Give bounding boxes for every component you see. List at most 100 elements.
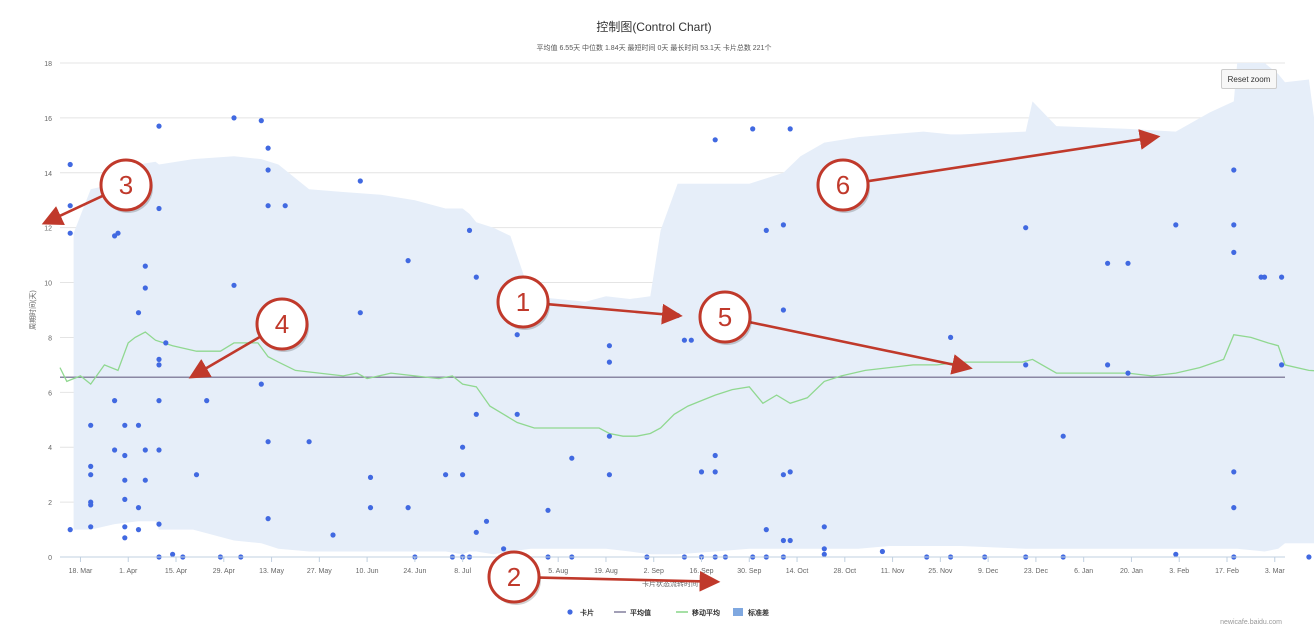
card-point — [122, 452, 128, 459]
card-point — [1060, 433, 1066, 439]
card-point — [122, 422, 128, 428]
x-tick-label: 17. Feb — [1215, 568, 1239, 575]
card-point — [1231, 167, 1237, 173]
card-point — [112, 398, 118, 404]
card-point — [606, 472, 613, 478]
callout-number: 3 — [119, 170, 133, 200]
card-point — [88, 472, 94, 478]
legend-label: 标准差 — [747, 608, 769, 617]
x-axis: 18. Mar 1. Apr 15. Apr 29. Apr 13. May 27. Ma… — [60, 556, 1285, 575]
card-point — [787, 469, 793, 475]
x-tick-label: 23. Dec — [1024, 568, 1049, 575]
card-point — [265, 145, 271, 151]
card-point — [780, 472, 787, 478]
x-tick-label: 19. Aug — [594, 568, 618, 575]
callout-number: 2 — [507, 562, 521, 592]
callout-3: 3 — [41, 158, 153, 226]
card-point — [142, 477, 148, 483]
card-point — [231, 282, 237, 288]
card-point — [357, 178, 363, 184]
x-tick-label: 20. Jan — [1120, 568, 1143, 575]
card-point — [405, 505, 411, 511]
card-point — [1306, 554, 1312, 560]
x-tick-label: 10. Jun — [356, 568, 379, 575]
card-point — [473, 411, 479, 417]
card-point — [1261, 274, 1268, 280]
card-point — [156, 398, 162, 404]
y-tick-label: 18 — [44, 61, 52, 68]
callout-arrow — [749, 320, 973, 375]
card-point — [204, 398, 210, 404]
card-point — [712, 137, 718, 143]
card-point — [688, 337, 694, 343]
card-point — [142, 285, 148, 291]
card-point — [1023, 362, 1029, 368]
callout-arrow — [41, 194, 104, 226]
card-point — [1105, 260, 1111, 266]
legend-item: 标准差 — [733, 608, 769, 617]
card-point — [88, 422, 94, 428]
card-point — [231, 115, 237, 121]
card-point — [821, 551, 827, 557]
card-point — [483, 518, 490, 524]
legend-item: 卡片 — [567, 608, 594, 617]
card-point — [282, 203, 288, 209]
card-point — [821, 546, 827, 552]
card-point — [466, 227, 473, 233]
std-band — [73, 63, 1314, 555]
card-points — [67, 115, 1312, 560]
x-tick-label: 29. Apr — [213, 568, 236, 575]
x-tick-label: 11. Nov — [881, 568, 905, 575]
card-point — [780, 307, 787, 313]
card-point — [265, 167, 271, 173]
card-point — [405, 258, 411, 264]
callout-number: 5 — [718, 302, 732, 332]
card-point — [258, 381, 264, 387]
card-point — [88, 502, 94, 508]
legend-item: 平均值 — [614, 608, 651, 617]
y-tick-label: 14 — [44, 171, 52, 178]
callout-number: 1 — [516, 287, 530, 317]
card-point — [156, 356, 162, 362]
card-point — [473, 529, 479, 535]
card-point — [1023, 225, 1029, 231]
card-point — [265, 203, 271, 209]
x-tick-label: 5. Aug — [548, 568, 568, 575]
legend: 卡片 平均值 移动平均 标准差 — [567, 608, 769, 617]
card-point — [460, 472, 466, 478]
card-point — [67, 527, 73, 533]
legend-symbol — [567, 609, 573, 615]
x-tick-label: 3. Feb — [1169, 568, 1189, 575]
x-tick-label: 30. Sep — [737, 568, 761, 575]
callout-circle — [816, 158, 870, 212]
card-point — [156, 447, 162, 453]
card-point — [67, 203, 73, 209]
card-point — [1231, 469, 1237, 475]
callout-arrow — [547, 302, 683, 325]
card-point — [330, 532, 336, 538]
card-point — [606, 433, 613, 439]
card-point — [156, 521, 162, 527]
x-tick-label: 9. Dec — [978, 568, 999, 575]
reset-zoom-button[interactable]: Reset zoom — [1221, 69, 1277, 89]
card-point — [763, 227, 769, 233]
card-point — [1279, 274, 1285, 280]
card-point — [135, 422, 142, 428]
callout-5: 5 — [698, 290, 973, 375]
chart-title: 控制图(Control Chart) — [596, 20, 711, 34]
callout-circle — [255, 297, 309, 351]
card-point — [122, 524, 128, 530]
card-point — [1231, 505, 1237, 511]
card-point — [367, 505, 374, 511]
callout-arrow — [188, 335, 262, 379]
card-point — [135, 310, 142, 316]
legend-item: 移动平均 — [676, 608, 720, 617]
card-point — [265, 516, 271, 522]
card-point — [821, 524, 827, 530]
callout-4: 4 — [188, 297, 309, 379]
credits[interactable]: newicafe.baidu.com — [1220, 619, 1282, 626]
card-point — [501, 546, 507, 552]
y-tick-label: 12 — [44, 226, 52, 233]
card-point — [1231, 222, 1237, 228]
card-point — [1105, 362, 1111, 368]
